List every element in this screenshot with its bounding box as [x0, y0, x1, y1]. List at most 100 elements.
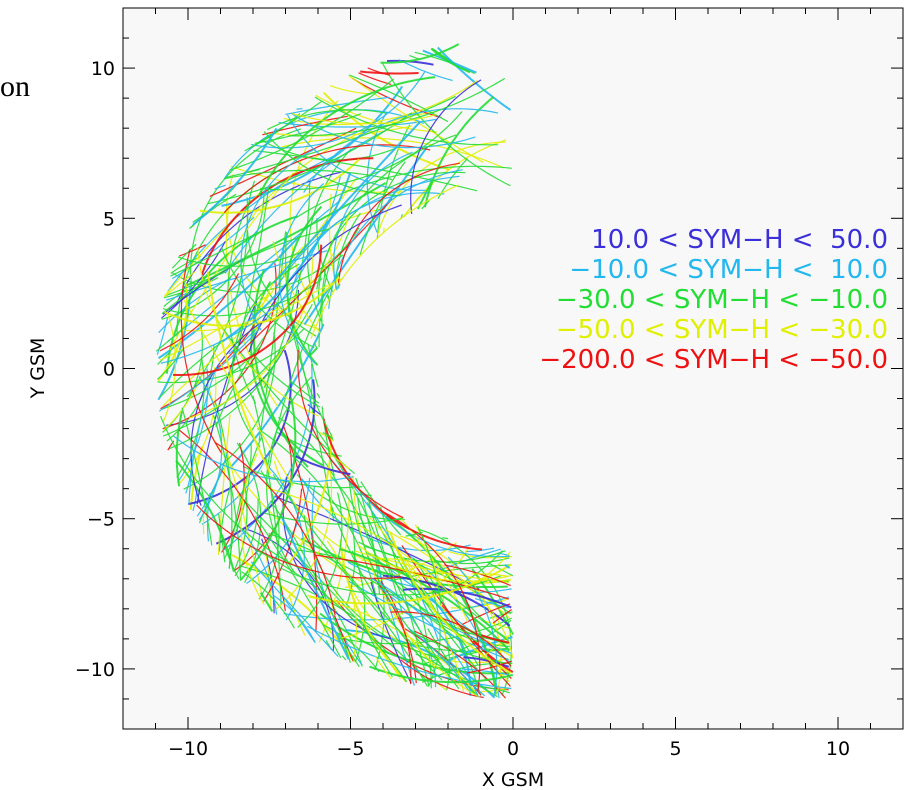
- orbit-track: [253, 149, 478, 192]
- orbit-track: [437, 682, 447, 691]
- orbit-track: [158, 277, 231, 334]
- orbit-track: [161, 241, 226, 319]
- orbit-track: [265, 487, 457, 601]
- orbit-track: [423, 96, 495, 208]
- orbit-track: [218, 482, 233, 552]
- orbit-track: [201, 451, 270, 525]
- orbit-track: [214, 184, 226, 190]
- orbit-tracks: [155, 43, 514, 699]
- orbit-track: [351, 550, 366, 663]
- orbit-track: [196, 451, 229, 517]
- orbit-track: [415, 653, 478, 696]
- orbit-track: [278, 416, 356, 605]
- orbit-track: [272, 240, 321, 334]
- legend: 10.0 < SYM−H < 50.0−10.0 < SYM−H < 10.0−…: [539, 225, 888, 375]
- orbit-track: [308, 178, 434, 357]
- orbit-track: [188, 256, 314, 419]
- orbit-track: [379, 525, 511, 619]
- orbit-track: [417, 526, 442, 605]
- orbit-track: [180, 249, 222, 454]
- orbit-track: [272, 120, 422, 284]
- orbit-track: [319, 612, 510, 675]
- orbit-track: [162, 263, 277, 430]
- orbit-track: [358, 72, 392, 85]
- orbit-track: [175, 460, 235, 573]
- orbit-track: [231, 263, 300, 448]
- orbit-track: [254, 515, 342, 659]
- orbit-track: [357, 498, 503, 643]
- orbit-track: [303, 146, 429, 326]
- orbit-track: [229, 283, 341, 468]
- orbit-track: [390, 611, 512, 667]
- orbit-track: [410, 79, 482, 215]
- legend-entry: 10.0 < SYM−H < 50.0: [591, 225, 888, 255]
- orbit-track: [254, 548, 408, 683]
- orbit-track: [220, 246, 315, 349]
- orbit-track: [360, 70, 419, 75]
- orbit-track: [224, 128, 389, 274]
- orbit-track: [356, 543, 512, 582]
- orbit-track: [331, 455, 469, 623]
- orbit-track: [366, 111, 388, 233]
- x-axis-label: X GSM: [482, 769, 544, 790]
- orbit-track: [242, 465, 363, 489]
- orbit-track: [228, 437, 262, 569]
- orbit-track: [266, 109, 387, 131]
- orbit-track: [403, 139, 507, 218]
- orbit-track: [160, 280, 303, 364]
- orbit-track: [253, 354, 321, 408]
- orbit-track: [384, 511, 481, 692]
- orbit-track: [220, 172, 352, 344]
- orbit-track: [294, 165, 512, 219]
- legend-entry: −50.0 < SYM−H < −30.0: [556, 315, 888, 345]
- orbit-track: [224, 187, 270, 396]
- orbit-track: [268, 532, 463, 644]
- orbit-track: [421, 200, 430, 210]
- orbit-track: [266, 376, 312, 573]
- orbit-track: [278, 183, 325, 365]
- y-tick-label: 0: [103, 359, 115, 381]
- orbit-track: [249, 110, 438, 221]
- orbit-track: [196, 300, 258, 505]
- orbit-track: [186, 197, 249, 398]
- orbit-track: [240, 148, 316, 331]
- orbit-track: [337, 162, 460, 285]
- orbit-track: [177, 250, 304, 267]
- y-tick-label: −5: [87, 509, 115, 531]
- orbit-track: [188, 366, 218, 505]
- orbit-track: [504, 564, 511, 569]
- orbit-track: [227, 199, 257, 404]
- orbit-track: [348, 75, 484, 163]
- orbit-track: [172, 244, 323, 377]
- orbit-track: [248, 204, 402, 353]
- orbit-track: [340, 617, 512, 645]
- orbit-track: [371, 577, 479, 698]
- orbit-track: [189, 224, 195, 229]
- orbit-track: [297, 349, 404, 519]
- orbit-track: [341, 655, 347, 661]
- orbit-track: [280, 514, 350, 660]
- orbit-track: [223, 169, 393, 181]
- orbit-track: [374, 655, 392, 680]
- orbit-track: [264, 512, 404, 525]
- orbit-track: [175, 410, 184, 487]
- orbit-track: [164, 271, 196, 298]
- orbit-track: [234, 498, 259, 577]
- orbit-track: [322, 431, 334, 439]
- orbit-track: [218, 513, 226, 563]
- orbit-track: [351, 77, 442, 119]
- orbit-track: [272, 474, 412, 643]
- orbit-track: [461, 668, 509, 676]
- orbit-track: [170, 255, 201, 274]
- orbit-track: [237, 524, 278, 615]
- orbit-track: [160, 415, 308, 573]
- orbit-track: [291, 113, 437, 125]
- orbit-track: [401, 545, 511, 687]
- orbit-track: [157, 327, 305, 384]
- orbit-track: [257, 428, 378, 603]
- orbit-track: [284, 232, 333, 437]
- orbit-track: [181, 407, 213, 546]
- orbit-track: [171, 243, 197, 269]
- orbit-track: [492, 609, 512, 624]
- orbit-track: [229, 78, 395, 171]
